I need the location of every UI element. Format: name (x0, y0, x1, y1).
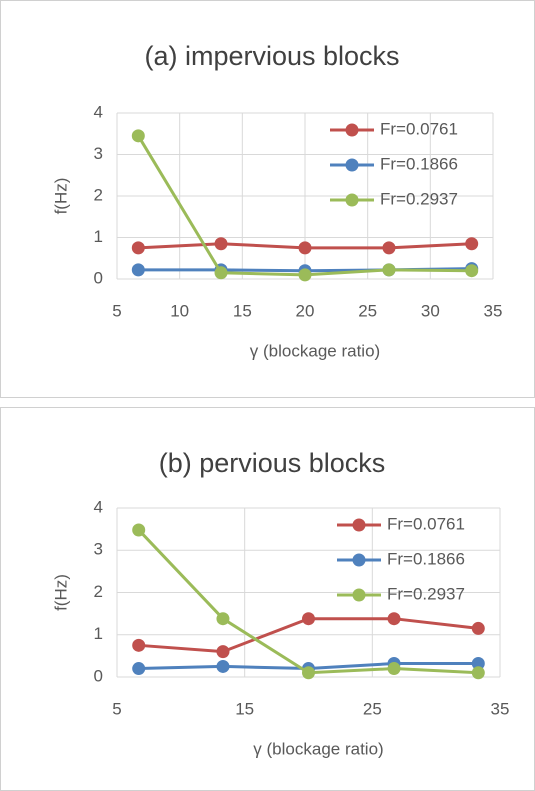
y-tick-label: 3 (94, 144, 103, 163)
y-tick-label: 2 (94, 582, 103, 601)
x-axis-label: γ (blockage ratio) (253, 739, 383, 758)
x-tick-label: 35 (491, 699, 510, 718)
y-tick-label: 4 (94, 102, 103, 121)
chart-title: (b) pervious blocks (159, 448, 386, 478)
data-point (382, 241, 396, 255)
x-tick-label: 15 (233, 301, 252, 320)
data-point (132, 523, 146, 537)
legend-marker (345, 193, 359, 207)
x-tick-label: 25 (363, 699, 382, 718)
legend-label: Fr=0.2937 (387, 584, 465, 603)
legend-label: Fr=0.1866 (380, 154, 458, 173)
legend-marker (352, 553, 366, 567)
y-tick-label: 1 (94, 624, 103, 643)
legend-label: Fr=0.0761 (387, 514, 465, 533)
x-tick-label: 25 (358, 301, 377, 320)
data-point (382, 263, 396, 277)
y-tick-label: 0 (94, 666, 103, 685)
x-tick-label: 5 (112, 301, 121, 320)
data-point (387, 662, 401, 676)
data-point (132, 662, 146, 676)
data-point (214, 237, 228, 251)
data-point (302, 612, 315, 626)
legend-marker (345, 158, 359, 172)
legend-label: Fr=0.1866 (387, 549, 465, 568)
data-point (471, 656, 485, 670)
data-point (298, 241, 312, 255)
data-point (216, 645, 230, 659)
y-axis-label: f(Hz) (51, 574, 70, 611)
y-tick-label: 0 (94, 268, 103, 287)
x-tick-label: 20 (296, 301, 315, 320)
chart-title: (a) impervious blocks (144, 41, 399, 71)
legend-label: Fr=0.0761 (380, 119, 458, 138)
x-axis-label: γ (blockage ratio) (250, 341, 380, 360)
data-point (298, 268, 312, 282)
data-point (302, 666, 315, 680)
data-point (387, 612, 401, 626)
y-tick-label: 2 (94, 185, 103, 204)
data-point (465, 237, 479, 251)
legend-label: Fr=0.2937 (380, 189, 458, 208)
legend-marker (345, 123, 359, 137)
data-point (471, 666, 485, 680)
data-point (131, 129, 145, 143)
data-point (471, 621, 485, 635)
y-axis-label: f(Hz) (51, 178, 70, 215)
x-tick-label: 15 (235, 699, 254, 718)
data-point (132, 638, 146, 652)
data-point (465, 264, 479, 278)
x-tick-label: 35 (484, 301, 503, 320)
legend-marker (352, 518, 366, 532)
data-point (214, 266, 228, 280)
data-point (131, 263, 145, 277)
y-tick-label: 1 (94, 227, 103, 246)
y-tick-label: 3 (94, 540, 103, 559)
legend-marker (352, 588, 366, 602)
data-point (131, 241, 145, 255)
x-tick-label: 5 (112, 699, 121, 718)
data-point (216, 659, 230, 673)
x-tick-label: 10 (170, 301, 189, 320)
x-tick-label: 30 (421, 301, 440, 320)
data-point (216, 612, 230, 626)
y-tick-label: 4 (94, 497, 103, 516)
